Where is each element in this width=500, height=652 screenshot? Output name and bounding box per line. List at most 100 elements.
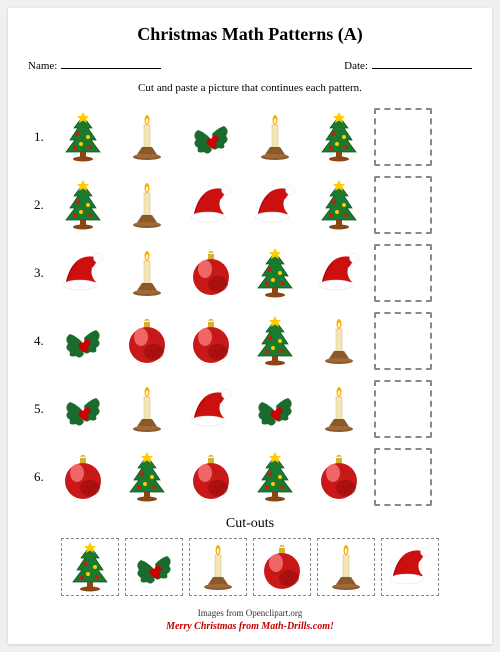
- answer-box[interactable]: [374, 176, 432, 234]
- pattern-cell: [246, 176, 304, 234]
- answer-box[interactable]: [374, 380, 432, 438]
- hat-icon: [385, 542, 435, 592]
- cutout-cell[interactable]: [125, 538, 183, 596]
- bauble-icon: [314, 452, 364, 502]
- pattern-cell: [182, 108, 240, 166]
- pattern-cell: [246, 244, 304, 302]
- pattern-cells: [54, 244, 432, 302]
- tree-icon: [58, 180, 108, 230]
- name-field: Name:: [28, 57, 161, 72]
- page-title: Christmas Math Patterns (A): [28, 24, 472, 45]
- row-number: 6.: [34, 469, 54, 485]
- pattern-cell: [54, 380, 112, 438]
- name-label: Name:: [28, 60, 57, 72]
- hat-icon: [186, 384, 236, 434]
- pattern-row: 6.: [28, 448, 472, 506]
- holly-icon: [186, 112, 236, 162]
- pattern-cell: [246, 108, 304, 166]
- pattern-cells: [54, 176, 432, 234]
- worksheet-page: Christmas Math Patterns (A) Name: Date: …: [8, 8, 492, 644]
- pattern-cell: [54, 312, 112, 370]
- cutout-cell[interactable]: [381, 538, 439, 596]
- bauble-icon: [58, 452, 108, 502]
- pattern-cell: [246, 448, 304, 506]
- row-number: 5.: [34, 401, 54, 417]
- tree-icon: [314, 112, 364, 162]
- pattern-cell: [182, 312, 240, 370]
- hat-icon: [314, 248, 364, 298]
- holly-icon: [58, 316, 108, 366]
- image-credit: Images from Openclipart.org: [28, 608, 472, 618]
- candle-icon: [193, 542, 243, 592]
- answer-box[interactable]: [374, 108, 432, 166]
- pattern-cell: [246, 312, 304, 370]
- answer-box[interactable]: [374, 244, 432, 302]
- pattern-cell: [310, 108, 368, 166]
- pattern-cell: [182, 448, 240, 506]
- cutouts-heading: Cut-outs: [28, 516, 472, 532]
- holly-icon: [250, 384, 300, 434]
- candle-icon: [314, 384, 364, 434]
- tree-icon: [314, 180, 364, 230]
- pattern-cell: [118, 108, 176, 166]
- pattern-row: 3.: [28, 244, 472, 302]
- tree-icon: [250, 248, 300, 298]
- hat-icon: [250, 180, 300, 230]
- name-blank[interactable]: [61, 57, 161, 69]
- answer-box[interactable]: [374, 448, 432, 506]
- answer-box[interactable]: [374, 312, 432, 370]
- pattern-cell: [118, 312, 176, 370]
- row-number: 4.: [34, 333, 54, 349]
- cutout-cell[interactable]: [317, 538, 375, 596]
- date-blank[interactable]: [372, 57, 472, 69]
- bauble-icon: [257, 542, 307, 592]
- row-number: 1.: [34, 129, 54, 145]
- pattern-cell: [118, 448, 176, 506]
- cutout-cell[interactable]: [253, 538, 311, 596]
- pattern-row: 2.: [28, 176, 472, 234]
- date-field: Date:: [344, 57, 472, 72]
- bauble-icon: [122, 316, 172, 366]
- pattern-cell: [54, 448, 112, 506]
- footer-text: Merry Christmas from Math-Drills.com!: [28, 621, 472, 632]
- pattern-cell: [54, 244, 112, 302]
- bauble-icon: [186, 248, 236, 298]
- instructions-text: Cut and paste a picture that continues e…: [28, 82, 472, 94]
- cutout-cell[interactable]: [61, 538, 119, 596]
- pattern-row: 5.: [28, 380, 472, 438]
- patterns-container: 1.: [28, 108, 472, 506]
- candle-icon: [314, 316, 364, 366]
- candle-icon: [122, 248, 172, 298]
- pattern-cell: [182, 380, 240, 438]
- candle-icon: [250, 112, 300, 162]
- bauble-icon: [186, 452, 236, 502]
- row-number: 3.: [34, 265, 54, 281]
- cutouts-row: [28, 538, 472, 596]
- bauble-icon: [186, 316, 236, 366]
- pattern-cell: [310, 380, 368, 438]
- pattern-cell: [118, 244, 176, 302]
- candle-icon: [122, 384, 172, 434]
- date-label: Date:: [344, 60, 368, 72]
- pattern-cell: [246, 380, 304, 438]
- pattern-cell: [54, 108, 112, 166]
- pattern-row: 1.: [28, 108, 472, 166]
- cutout-cell[interactable]: [189, 538, 247, 596]
- pattern-cell: [118, 176, 176, 234]
- tree-icon: [65, 542, 115, 592]
- tree-icon: [122, 452, 172, 502]
- candle-icon: [122, 112, 172, 162]
- pattern-cells: [54, 312, 432, 370]
- hat-icon: [58, 248, 108, 298]
- pattern-cell: [118, 380, 176, 438]
- pattern-cells: [54, 448, 432, 506]
- pattern-cell: [54, 176, 112, 234]
- pattern-cell: [310, 312, 368, 370]
- tree-icon: [250, 452, 300, 502]
- hat-icon: [186, 180, 236, 230]
- pattern-cell: [310, 244, 368, 302]
- holly-icon: [58, 384, 108, 434]
- pattern-cells: [54, 108, 432, 166]
- candle-icon: [122, 180, 172, 230]
- pattern-cell: [182, 176, 240, 234]
